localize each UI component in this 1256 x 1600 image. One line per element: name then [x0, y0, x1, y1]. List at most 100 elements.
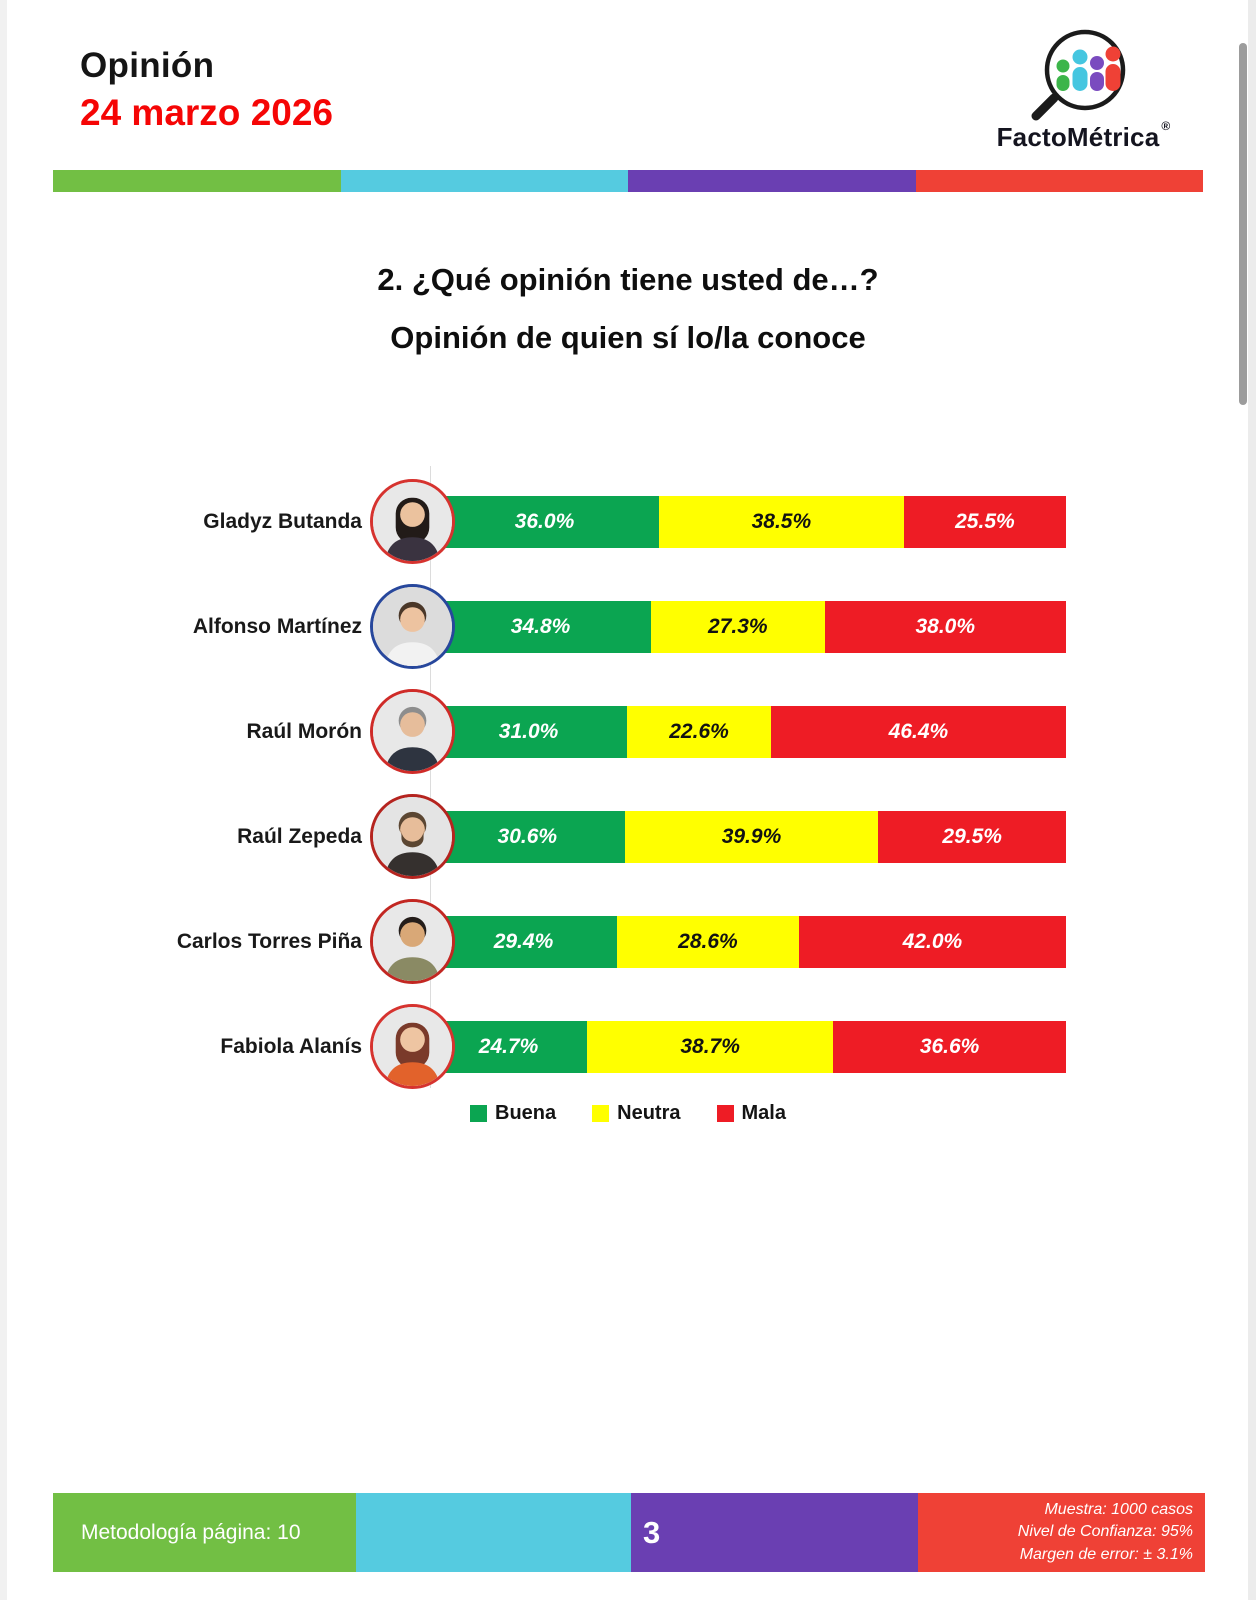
legend-swatch-buena	[470, 1105, 488, 1122]
bar-segment-mala: 29.5%	[878, 811, 1066, 863]
person-name: Raúl Zepeda	[237, 824, 362, 848]
person-row: Raúl Morón 31.0% 22.6% 46.4%	[0, 679, 1256, 784]
bar-segment-buena: 31.0%	[430, 706, 628, 758]
person-row: Fabiola Alanís 24.7% 38.7% 36.6%	[0, 994, 1256, 1099]
person-avatar	[370, 689, 455, 774]
factometrica-logo: FactoMétrica ®	[975, 26, 1190, 153]
person-row: Alfonso Martínez 34.8% 27.3% 38.0%	[0, 574, 1256, 679]
segment-value: 29.5%	[942, 825, 1002, 848]
legend-label: Buena	[495, 1102, 557, 1124]
person-avatar	[370, 584, 455, 669]
segment-value: 36.0%	[514, 510, 575, 533]
person-name: Raúl Morón	[246, 719, 363, 743]
person-avatar	[370, 1004, 455, 1089]
segment-value: 22.6%	[669, 720, 729, 743]
registered-mark: ®	[1161, 119, 1171, 134]
person-row: Raúl Zepeda 30.6% 39.9% 29.5%	[0, 784, 1256, 889]
logo-person-red	[1105, 46, 1121, 91]
opinion-bar: 36.0% 38.5% 25.5%	[430, 496, 1066, 548]
segment-value: 42.0%	[902, 930, 963, 953]
logo-person-green	[1056, 59, 1070, 91]
portrait-photo	[373, 1007, 452, 1086]
segment-value: 34.8%	[510, 615, 571, 638]
bar-segment-neutra: 28.6%	[616, 916, 799, 968]
margin-of-error: Margen de error: ± 3.1%	[1019, 1545, 1193, 1563]
segment-value: 28.6%	[678, 930, 738, 953]
person-row: Carlos Torres Piña 29.4% 28.6% 42.0%	[0, 889, 1256, 994]
chart-title: 2. ¿Qué opinión tiene usted de…?	[377, 262, 879, 297]
person-name: Alfonso Martínez	[192, 614, 362, 638]
methodology-note: Metodología página: 10	[53, 1493, 356, 1572]
stripe-red	[915, 170, 1203, 192]
bar-segment-mala: 38.0%	[824, 601, 1066, 653]
bar-segment-buena: 36.0%	[430, 496, 659, 548]
bar-segment-buena: 24.7%	[430, 1021, 588, 1073]
bar-segment-neutra: 27.3%	[651, 601, 825, 653]
bar-segment-neutra: 39.9%	[624, 811, 879, 863]
person-row: Gladyz Butanda 36.0% 38.5% 25.5%	[0, 469, 1256, 574]
portrait-photo	[373, 482, 452, 561]
bar-segment-neutra: 38.7%	[587, 1021, 834, 1073]
bar-segment-mala: 36.6%	[833, 1021, 1066, 1073]
segment-value: 38.7%	[680, 1035, 740, 1058]
legend-label: Neutra	[617, 1102, 681, 1124]
brand-name: FactoMétrica ®	[996, 119, 1171, 152]
legend-item-neutra: Neutra	[592, 1102, 681, 1125]
report-date: 24 marzo 2026	[80, 92, 334, 133]
chart-axis-line	[430, 466, 431, 1088]
header-stripe	[53, 170, 1203, 192]
legend-label: Mala	[741, 1102, 786, 1124]
segment-value: 38.5%	[751, 510, 812, 533]
portrait-photo	[373, 797, 452, 876]
segment-value: 31.0%	[498, 720, 559, 743]
bar-segment-neutra: 22.6%	[627, 706, 771, 758]
person-name: Gladyz Butanda	[203, 509, 362, 533]
segment-value: 24.7%	[478, 1035, 539, 1058]
person-avatar	[370, 899, 455, 984]
confidence-level: Nivel de Confianza: 95%	[1017, 1523, 1193, 1541]
portrait-photo	[373, 692, 452, 771]
page-title: Opinión	[80, 46, 215, 85]
scrollbar-track[interactable]	[1248, 0, 1256, 1600]
page-number: 3	[631, 1493, 918, 1572]
segment-value: 29.4%	[493, 930, 554, 953]
legend-item-buena: Buena	[470, 1102, 556, 1125]
legend-item-mala: Mala	[716, 1102, 786, 1125]
segment-value: 27.3%	[708, 615, 768, 638]
bar-segment-neutra: 38.5%	[658, 496, 904, 548]
person-name: Carlos Torres Piña	[176, 929, 362, 953]
opinion-bar: 29.4% 28.6% 42.0%	[430, 916, 1066, 968]
stripe-purple	[628, 170, 916, 192]
legend-swatch-mala	[716, 1105, 734, 1122]
scrollbar-thumb[interactable]	[1239, 43, 1247, 405]
page-left-edge	[0, 0, 7, 1600]
chart-legend: Buena Neutra Mala	[0, 1102, 1256, 1125]
footer-bar: Metodología página: 10 3 Muestra: 1000 c…	[53, 1493, 1205, 1572]
magnifier-people-icon	[1031, 29, 1126, 121]
segment-value: 46.4%	[888, 720, 949, 743]
portrait-photo	[373, 587, 452, 666]
opinion-bar: 30.6% 39.9% 29.5%	[430, 811, 1066, 863]
person-name: Fabiola Alanís	[220, 1034, 362, 1058]
sample-stats: Muestra: 1000 casos Nivel de Confianza: …	[918, 1493, 1205, 1572]
segment-value: 25.5%	[955, 510, 1015, 533]
footer-cyan-segment	[356, 1493, 631, 1572]
bar-segment-buena: 34.8%	[430, 601, 652, 653]
stripe-cyan	[340, 170, 628, 192]
bar-segment-buena: 29.4%	[430, 916, 617, 968]
opinion-bar: 34.8% 27.3% 38.0%	[430, 601, 1066, 653]
portrait-photo	[373, 902, 452, 981]
logo-person-cyan	[1072, 49, 1088, 91]
chart-subtitle: Opinión de quien sí lo/la conoce	[390, 320, 866, 355]
person-avatar	[370, 479, 455, 564]
opinion-bar: 31.0% 22.6% 46.4%	[430, 706, 1066, 758]
bar-segment-buena: 30.6%	[430, 811, 625, 863]
legend-swatch-neutra	[592, 1105, 610, 1122]
bar-segment-mala: 46.4%	[770, 706, 1066, 758]
opinion-bar: 24.7% 38.7% 36.6%	[430, 1021, 1066, 1073]
sample-size: Muestra: 1000 casos	[1044, 1501, 1193, 1519]
bar-segment-mala: 42.0%	[798, 916, 1066, 968]
logo-person-purple	[1090, 56, 1104, 91]
segment-value: 30.6%	[497, 825, 558, 848]
